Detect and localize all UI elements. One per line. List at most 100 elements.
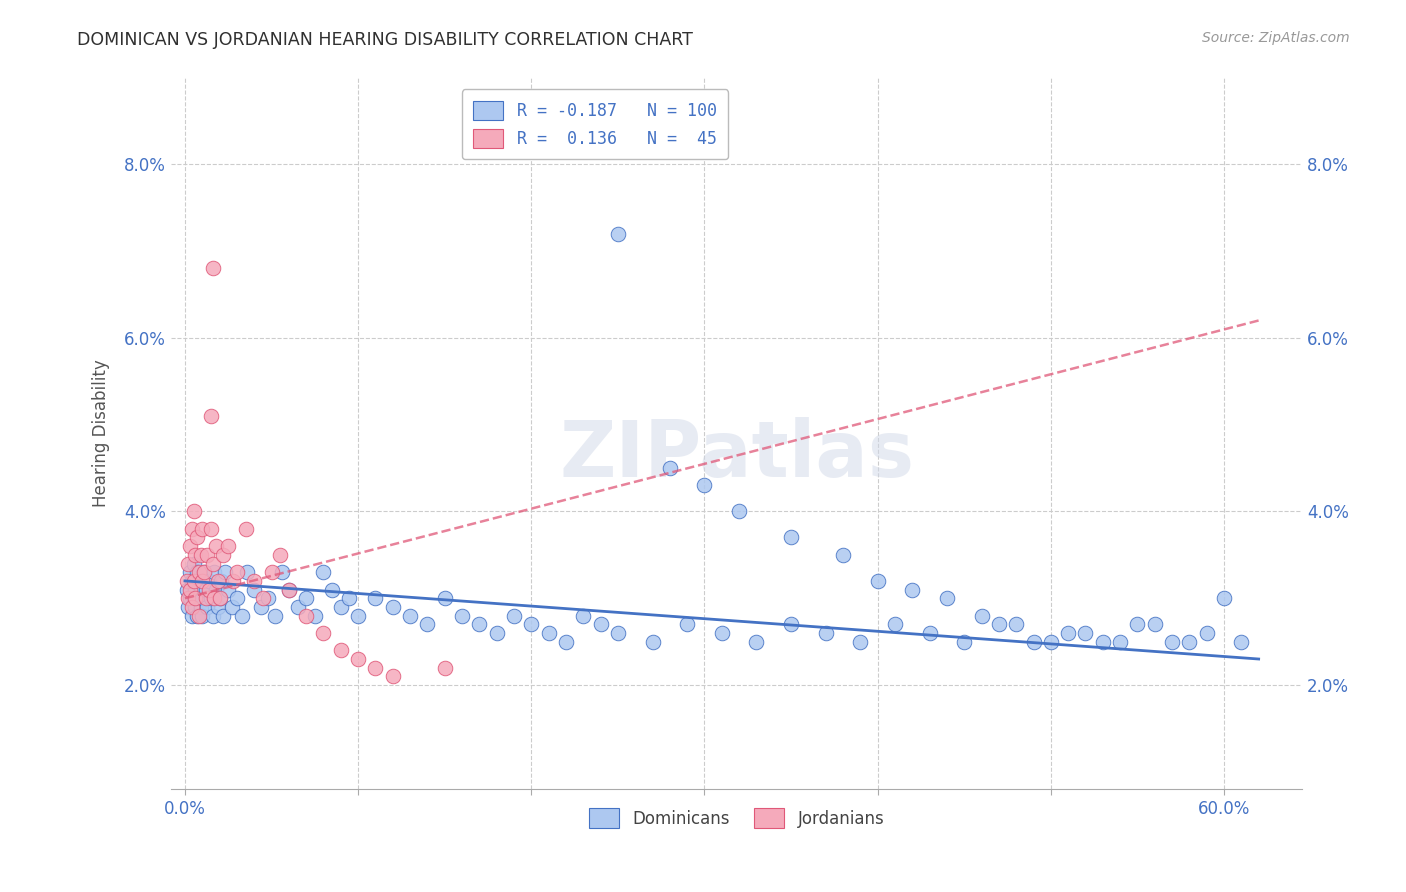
Point xyxy=(264,608,287,623)
Point xyxy=(381,669,404,683)
Point xyxy=(884,617,907,632)
Point xyxy=(321,582,343,597)
Point xyxy=(190,599,212,614)
Point xyxy=(252,591,274,606)
Point xyxy=(209,574,232,588)
Point xyxy=(277,582,299,597)
Point xyxy=(180,599,202,614)
Point xyxy=(745,634,768,648)
Point xyxy=(468,617,491,632)
Point xyxy=(225,565,247,579)
Point xyxy=(205,582,228,597)
Point xyxy=(606,626,628,640)
Point xyxy=(191,574,214,588)
Point xyxy=(184,582,207,597)
Point xyxy=(231,608,253,623)
Point xyxy=(1161,634,1184,648)
Point xyxy=(190,548,212,562)
Point xyxy=(520,617,543,632)
Point xyxy=(555,634,578,648)
Point xyxy=(589,617,612,632)
Point xyxy=(235,522,257,536)
Point xyxy=(710,626,733,640)
Y-axis label: Hearing Disability: Hearing Disability xyxy=(93,359,110,508)
Point xyxy=(433,591,456,606)
Point xyxy=(537,626,560,640)
Point xyxy=(201,608,224,623)
Point xyxy=(433,661,456,675)
Point xyxy=(485,626,508,640)
Point xyxy=(225,591,247,606)
Point xyxy=(194,582,217,597)
Point xyxy=(364,661,387,675)
Point xyxy=(866,574,889,588)
Point xyxy=(191,608,214,623)
Point xyxy=(1143,617,1166,632)
Point xyxy=(277,582,299,597)
Point xyxy=(180,522,202,536)
Point xyxy=(641,634,664,648)
Point xyxy=(1195,626,1218,640)
Point xyxy=(901,582,924,597)
Point xyxy=(205,539,228,553)
Point xyxy=(201,261,224,276)
Point xyxy=(197,599,219,614)
Point xyxy=(503,608,526,623)
Point xyxy=(179,539,201,553)
Point xyxy=(176,582,198,597)
Legend: Dominicans, Jordanians: Dominicans, Jordanians xyxy=(582,802,891,834)
Point xyxy=(191,522,214,536)
Point xyxy=(212,548,235,562)
Point xyxy=(339,591,361,606)
Point xyxy=(177,591,200,606)
Point xyxy=(693,478,716,492)
Point xyxy=(312,565,335,579)
Point xyxy=(186,608,208,623)
Point xyxy=(197,548,219,562)
Point xyxy=(184,599,207,614)
Text: ZIPatlas: ZIPatlas xyxy=(560,417,914,492)
Point xyxy=(191,591,214,606)
Point xyxy=(200,522,222,536)
Point xyxy=(186,565,208,579)
Point xyxy=(260,565,283,579)
Point xyxy=(179,591,201,606)
Point xyxy=(312,626,335,640)
Point xyxy=(257,591,280,606)
Point xyxy=(606,227,628,241)
Point xyxy=(329,599,352,614)
Point xyxy=(183,504,205,518)
Point xyxy=(287,599,309,614)
Point xyxy=(1213,591,1236,606)
Point xyxy=(243,574,266,588)
Point xyxy=(217,582,239,597)
Point xyxy=(295,608,318,623)
Point xyxy=(304,608,326,623)
Point xyxy=(329,643,352,657)
Point xyxy=(200,409,222,423)
Point xyxy=(1178,634,1201,648)
Point xyxy=(953,634,976,648)
Point xyxy=(198,582,221,597)
Point xyxy=(207,574,229,588)
Point xyxy=(193,565,215,579)
Point xyxy=(184,548,207,562)
Point xyxy=(780,531,803,545)
Point xyxy=(207,599,229,614)
Point xyxy=(190,582,212,597)
Point xyxy=(399,608,422,623)
Point xyxy=(271,565,294,579)
Point xyxy=(780,617,803,632)
Point xyxy=(176,574,198,588)
Point xyxy=(832,548,855,562)
Point xyxy=(918,626,941,640)
Point xyxy=(187,591,209,606)
Point xyxy=(416,617,439,632)
Text: DOMINICAN VS JORDANIAN HEARING DISABILITY CORRELATION CHART: DOMINICAN VS JORDANIAN HEARING DISABILIT… xyxy=(77,31,693,49)
Point xyxy=(849,634,872,648)
Point xyxy=(295,591,318,606)
Point xyxy=(212,608,235,623)
Point xyxy=(935,591,957,606)
Point xyxy=(814,626,837,640)
Point xyxy=(269,548,291,562)
